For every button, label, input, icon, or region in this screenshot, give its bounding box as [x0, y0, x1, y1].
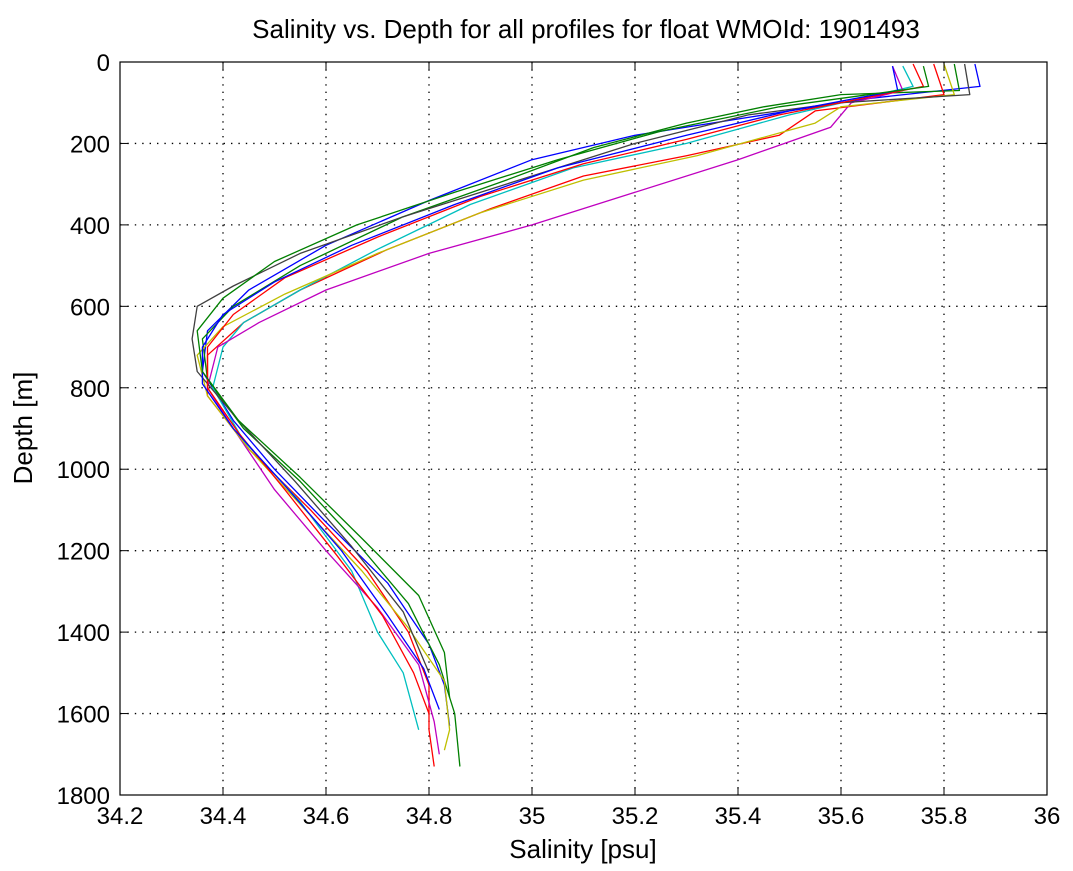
- profile-line-1: [201, 63, 981, 726]
- y-tick-label: 200: [70, 131, 110, 158]
- y-tick-label: 1800: [57, 783, 110, 810]
- profile-line-3: [206, 63, 945, 767]
- profile-line-4: [212, 65, 914, 730]
- x-tick-label: 34.8: [406, 803, 453, 830]
- y-tick-label: 600: [70, 294, 110, 321]
- x-tick-label: 36: [1034, 803, 1061, 830]
- profile-lines: [191, 63, 981, 767]
- y-tick-label: 400: [70, 213, 110, 240]
- x-tick-label: 35: [519, 803, 546, 830]
- y-tick-label: 1400: [57, 620, 110, 647]
- y-tick-label: 1000: [57, 457, 110, 484]
- y-axis: 0 200 400 600 800 1000 1200 1400 1600 1800: [57, 50, 1047, 810]
- profile-line-5: [206, 65, 904, 755]
- x-tick-label: 35.6: [818, 803, 865, 830]
- x-axis: 34.2 34.4 34.6 34.8 35 35.2 35.4 35.6 35.8 36: [97, 62, 1061, 830]
- profile-line-2: [201, 63, 961, 767]
- profile-line-9: [201, 65, 899, 710]
- x-tick-label: 34.4: [200, 803, 247, 830]
- y-tick-label: 1200: [57, 539, 110, 566]
- x-tick-label: 34.2: [97, 803, 144, 830]
- x-tick-label: 35.2: [612, 803, 659, 830]
- profile-line-10: [196, 65, 930, 698]
- x-axis-label: Salinity [psu]: [509, 834, 656, 864]
- y-tick-label: 1600: [57, 702, 110, 729]
- y-tick-label: 0: [97, 50, 110, 77]
- chart-title: Salinity vs. Depth for all profiles for …: [252, 14, 920, 44]
- y-tick-label: 800: [70, 376, 110, 403]
- y-axis-label: Depth [m]: [8, 372, 38, 485]
- x-tick-label: 35.4: [715, 803, 762, 830]
- profile-line-8: [206, 63, 925, 714]
- x-tick-label: 35.8: [921, 803, 968, 830]
- plot-frame: [119, 61, 1048, 796]
- grid: [120, 62, 1047, 795]
- x-tick-label: 34.6: [303, 803, 350, 830]
- profile-line-7: [191, 63, 971, 674]
